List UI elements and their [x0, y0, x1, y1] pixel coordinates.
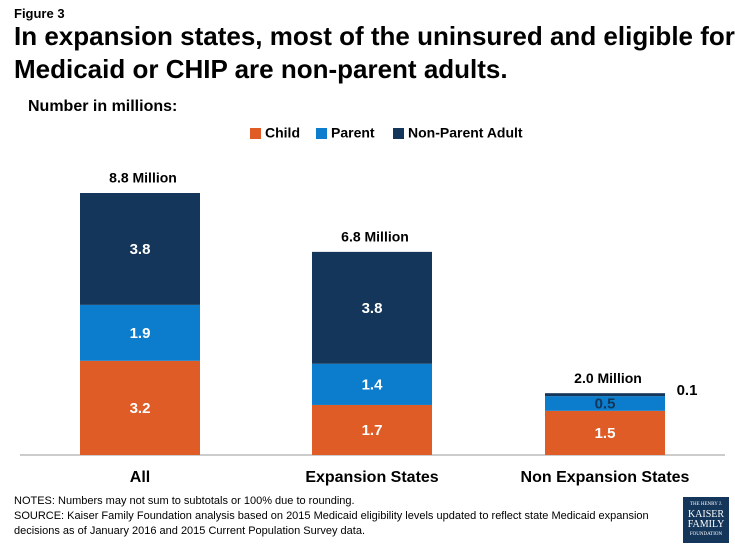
bar-segment: [545, 393, 665, 397]
title-line: Medicaid or CHIP are non-parent adults.: [14, 54, 508, 84]
data-label: 1.9: [130, 325, 151, 342]
data-label: 3.8: [362, 300, 383, 317]
logo-text: THE HENRY J.: [689, 502, 723, 507]
x-tick-label: All: [130, 469, 150, 486]
title-line: In expansion states, most of the uninsur…: [14, 21, 735, 51]
bar-segment: [80, 360, 200, 455]
total-label: 6.8 Million: [341, 229, 409, 245]
data-label: 3.8: [130, 241, 151, 258]
legend-swatch: [316, 128, 327, 139]
legend-swatch: [250, 128, 261, 139]
bar-segment: [80, 193, 200, 305]
data-label: 1.5: [595, 425, 616, 442]
legend-label: Non-Parent Adult: [408, 125, 523, 141]
total-label: 2.0 Million: [574, 370, 642, 386]
data-label: 1.7: [362, 422, 383, 439]
logo-text: KAISER: [687, 509, 725, 520]
source: SOURCE: Kaiser Family Foundation analysi…: [14, 510, 649, 537]
total-label: 8.8 Million: [109, 170, 177, 186]
data-label: 1.4: [362, 376, 384, 393]
x-tick-label: Expansion States: [305, 469, 438, 486]
legend-label: Parent: [331, 125, 375, 141]
logo-text: FAMILY: [687, 519, 725, 530]
subtitle: Number in millions:: [28, 98, 178, 115]
notes: NOTES: Numbers may not sum to subtotals …: [14, 495, 355, 507]
bar-segment: [312, 404, 432, 455]
bar-segment: [312, 363, 432, 405]
chart-title: In expansion states, most of the uninsur…: [14, 20, 735, 86]
data-label: 0.5: [595, 395, 616, 412]
figure-label: Figure 3: [14, 6, 65, 21]
data-label: 0.1: [677, 382, 698, 399]
logo-text: FOUNDATION: [689, 532, 723, 537]
logo: THE HENRY J. KAISER FAMILY FOUNDATION: [683, 497, 729, 543]
bar-segment: [545, 396, 665, 411]
bar-segment: [312, 251, 432, 364]
bar-segment: [80, 304, 200, 361]
legend-swatch: [393, 128, 404, 139]
bar-segment: [545, 410, 665, 455]
x-tick-label: Non Expansion States: [521, 469, 690, 486]
footnotes: NOTES: Numbers may not sum to subtotals …: [14, 494, 674, 539]
legend-label: Child: [265, 125, 300, 141]
data-label: 3.2: [130, 400, 151, 417]
